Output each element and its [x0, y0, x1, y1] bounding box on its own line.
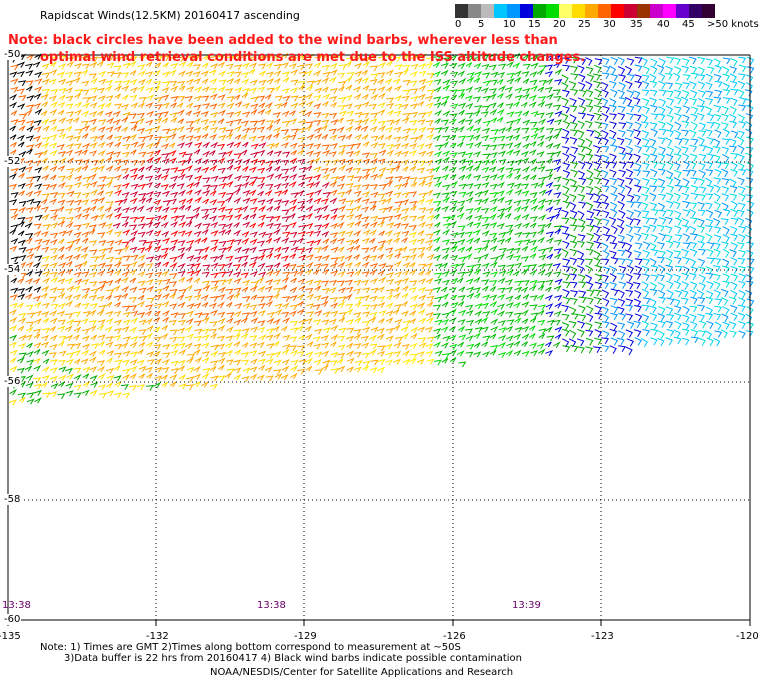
credit-line: NOAA/NESDIS/Center for Satellite Applica… [210, 667, 514, 678]
legend-label: >50 knots [707, 19, 759, 30]
latitude-label: -54 [3, 264, 22, 275]
grid-lines [7, 54, 751, 621]
latitude-label: -56 [3, 376, 22, 387]
longitude-label: -129 [294, 631, 317, 642]
longitude-label: -132 [146, 631, 169, 642]
legend-swatch [689, 4, 702, 18]
footnote-line-2: 3)Data buffer is 22 hrs from 20160417 4)… [64, 653, 522, 664]
legend-swatch [663, 4, 676, 18]
legend-swatch [559, 4, 572, 18]
legend-swatch [676, 4, 689, 18]
wind-barbs-layer [8, 52, 755, 406]
legend-swatch [468, 4, 481, 18]
legend-swatch [637, 4, 650, 18]
note-line-2: optimal wind retrieval conditions are me… [40, 50, 586, 65]
legend-swatch [650, 4, 663, 18]
map-title: Rapidscat Winds(12.5KM) 20160417 ascendi… [40, 9, 300, 22]
legend-swatch [598, 4, 611, 18]
color-legend [455, 4, 715, 18]
time-label: 13:38 [257, 600, 286, 611]
latitude-label: -60 [3, 614, 22, 625]
axis-ticks [7, 620, 751, 626]
time-label: 13:38 [2, 600, 31, 611]
legend-swatch [507, 4, 520, 18]
legend-label: 40 [657, 19, 670, 30]
legend-swatch [546, 4, 559, 18]
legend-label: 10 [503, 19, 516, 30]
longitude-label: -135 [0, 631, 21, 642]
footnote-line-1: Note: 1) Times are GMT 2)Times along bot… [40, 642, 461, 653]
legend-label: 45 [682, 19, 695, 30]
time-label: 13:39 [512, 600, 541, 611]
legend-label: 15 [528, 19, 541, 30]
legend-swatch [520, 4, 533, 18]
legend-swatch [572, 4, 585, 18]
legend-swatch [585, 4, 598, 18]
note-line-1: Note: black circles have been added to t… [8, 33, 558, 48]
longitude-label: -120 [736, 631, 759, 642]
legend-label: 20 [553, 19, 566, 30]
legend-label: 0 [455, 19, 462, 30]
legend-swatch [624, 4, 637, 18]
latitude-label: -50 [3, 49, 22, 60]
legend-label: 5 [478, 19, 485, 30]
legend-label: 25 [578, 19, 591, 30]
legend-swatch [702, 4, 715, 18]
longitude-label: -123 [591, 631, 614, 642]
legend-swatch [611, 4, 624, 18]
legend-swatch [481, 4, 494, 18]
legend-swatch [533, 4, 546, 18]
longitude-label: -126 [443, 631, 466, 642]
legend-swatch [455, 4, 468, 18]
latitude-label: -52 [3, 156, 22, 167]
legend-swatch [494, 4, 507, 18]
latitude-label: -58 [3, 494, 22, 505]
legend-label: 30 [603, 19, 616, 30]
legend-label: 35 [630, 19, 643, 30]
